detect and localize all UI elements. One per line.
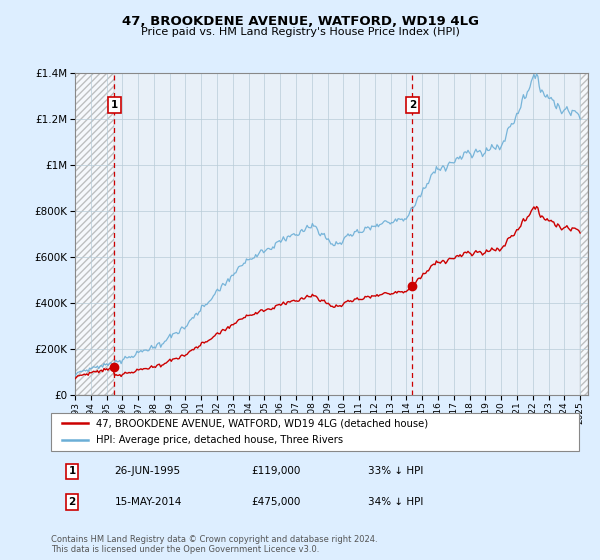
Text: 1: 1	[110, 100, 118, 110]
Text: 47, BROOKDENE AVENUE, WATFORD, WD19 4LG: 47, BROOKDENE AVENUE, WATFORD, WD19 4LG	[121, 15, 479, 28]
Text: HPI: Average price, detached house, Three Rivers: HPI: Average price, detached house, Thre…	[96, 435, 343, 445]
FancyBboxPatch shape	[51, 413, 579, 451]
Text: 26-JUN-1995: 26-JUN-1995	[115, 466, 181, 476]
Text: 34% ↓ HPI: 34% ↓ HPI	[368, 497, 423, 507]
Text: £475,000: £475,000	[251, 497, 301, 507]
Text: £119,000: £119,000	[251, 466, 301, 476]
Text: 47, BROOKDENE AVENUE, WATFORD, WD19 4LG (detached house): 47, BROOKDENE AVENUE, WATFORD, WD19 4LG …	[96, 418, 428, 428]
Text: Contains HM Land Registry data © Crown copyright and database right 2024.
This d: Contains HM Land Registry data © Crown c…	[51, 535, 377, 554]
Bar	[75, 73, 115, 395]
Text: Price paid vs. HM Land Registry's House Price Index (HPI): Price paid vs. HM Land Registry's House …	[140, 27, 460, 37]
Text: 1: 1	[68, 466, 76, 476]
Text: 2: 2	[409, 100, 416, 110]
Text: 33% ↓ HPI: 33% ↓ HPI	[368, 466, 423, 476]
Bar	[580, 73, 588, 395]
Text: 15-MAY-2014: 15-MAY-2014	[115, 497, 182, 507]
Text: 2: 2	[68, 497, 76, 507]
